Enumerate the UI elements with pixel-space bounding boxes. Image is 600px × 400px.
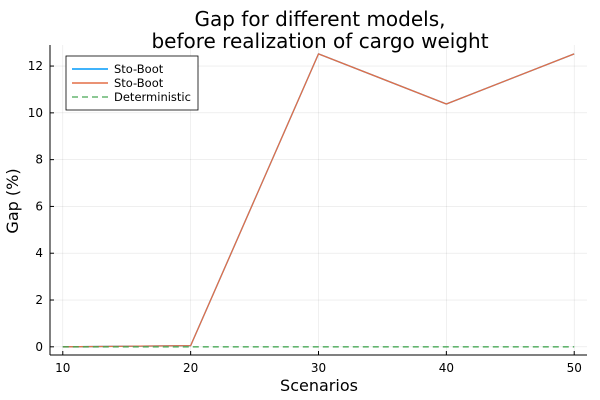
y-tick-label: 8	[35, 153, 43, 167]
x-tick-label: 40	[439, 361, 454, 375]
legend-label-1: Sto-Boot	[114, 76, 164, 90]
x-tick-label: 10	[55, 361, 70, 375]
y-tick-label: 6	[35, 199, 43, 213]
y-axis-label: Gap (%)	[3, 168, 22, 233]
x-tick-label: 50	[567, 361, 582, 375]
legend-label-0: Sto-Boot	[114, 62, 164, 76]
chart-title-line-2: before realization of cargo weight	[151, 29, 488, 53]
y-tick-label: 4	[35, 246, 43, 260]
y-tick-label: 10	[28, 106, 43, 120]
y-tick-label: 12	[28, 59, 43, 73]
y-tick-label: 2	[35, 293, 43, 307]
y-tick-label: 0	[35, 340, 43, 354]
x-axis-label: Scenarios	[280, 376, 358, 395]
series-group	[62, 53, 575, 348]
x-tick-label: 30	[311, 361, 326, 375]
chart-title-line-1: Gap for different models,	[194, 7, 445, 31]
x-tick-label: 20	[183, 361, 198, 375]
ticks: 10 20 30 40 50 0 2 4 6 8 10 12	[28, 59, 582, 375]
legend-label-2: Deterministic	[114, 90, 191, 104]
